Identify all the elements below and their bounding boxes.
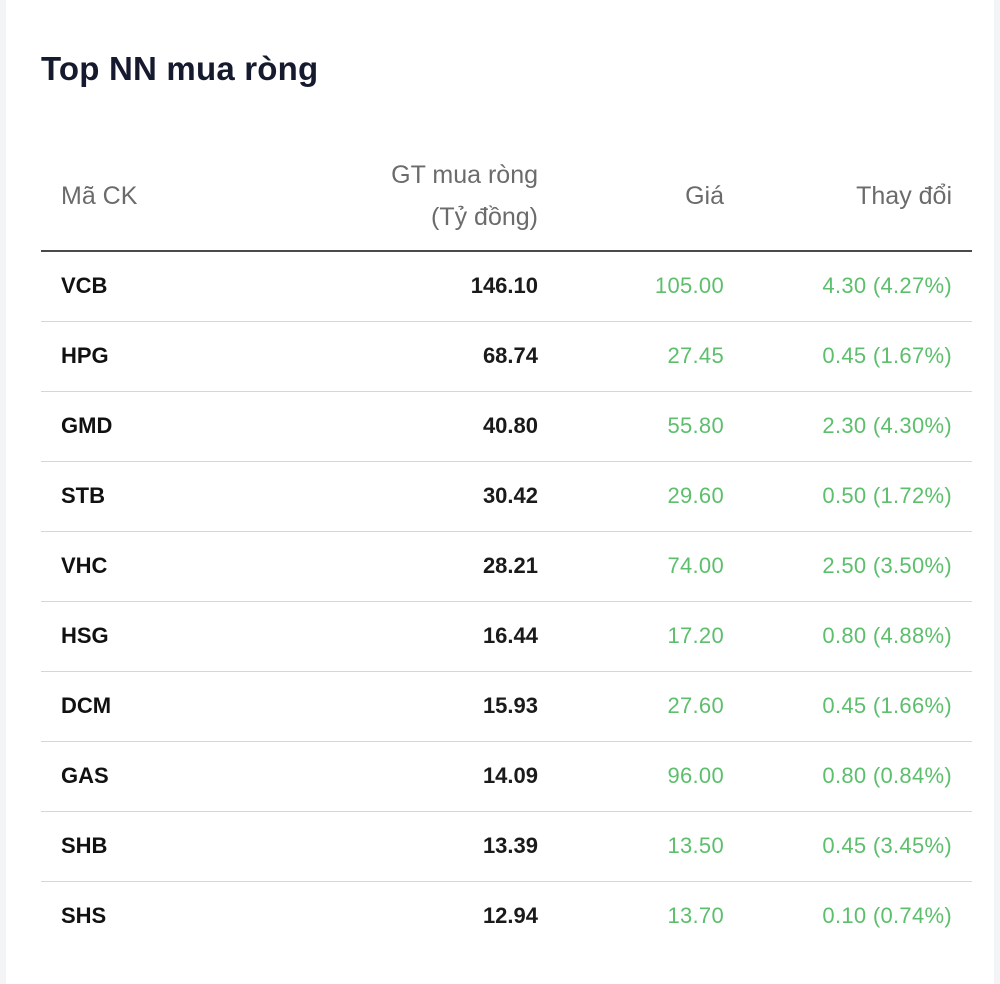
net-buy-value: 40.80 — [221, 391, 538, 462]
table-row[interactable]: STB 30.42 29.60 0.50 (1.72%) — [41, 461, 972, 532]
price-change: 0.80 (4.88%) — [724, 601, 972, 672]
table-row[interactable]: DCM 15.93 27.60 0.45 (1.66%) — [41, 671, 972, 742]
stock-code[interactable]: HSG — [41, 601, 221, 672]
stock-code[interactable]: SHB — [41, 811, 221, 882]
stock-code[interactable]: STB — [41, 461, 221, 532]
table-row[interactable]: SHS 12.94 13.70 0.10 (0.74%) — [41, 881, 972, 951]
stock-price: 96.00 — [538, 741, 724, 812]
stock-code[interactable]: VHC — [41, 531, 221, 602]
column-header-net-buy-value: GT mua ròng (Tỷ đồng) — [221, 142, 538, 252]
price-change: 0.80 (0.84%) — [724, 741, 972, 812]
price-change: 0.45 (1.67%) — [724, 321, 972, 392]
stock-price: 27.60 — [538, 671, 724, 742]
column-header-net-buy-value-line1: GT mua ròng — [391, 161, 538, 189]
net-buy-value: 14.09 — [221, 741, 538, 812]
net-buy-value: 12.94 — [482, 903, 538, 929]
net-buy-value: 28.21 — [221, 531, 538, 602]
net-buy-value: 146.10 — [221, 251, 538, 322]
stock-price: 13.50 — [538, 811, 724, 882]
table-row[interactable]: GMD 40.80 55.80 2.30 (4.30%) — [41, 391, 972, 462]
price-change: 4.30 (4.27%) — [724, 251, 972, 322]
stock-code[interactable]: GMD — [41, 391, 221, 462]
net-buy-value: 30.42 — [221, 461, 538, 532]
price-change: 2.50 (3.50%) — [724, 531, 972, 602]
table-row[interactable]: HSG 16.44 17.20 0.80 (4.88%) — [41, 601, 972, 672]
net-buy-table: Mã CK GT mua ròng (Tỷ đồng) Giá Thay đổi… — [41, 142, 972, 951]
top-foreign-net-buy-card: Top NN mua ròng Mã CK GT mua ròng (Tỷ đồ… — [6, 0, 994, 984]
price-change: 0.45 (3.45%) — [724, 811, 972, 882]
net-buy-value: 13.39 — [221, 811, 538, 882]
table-row[interactable]: VCB 146.10 105.00 4.30 (4.27%) — [41, 251, 972, 322]
table-row[interactable]: VHC 28.21 74.00 2.50 (3.50%) — [41, 531, 972, 602]
price-change: 0.45 (1.66%) — [724, 671, 972, 742]
stock-price: 74.00 — [538, 531, 724, 602]
table-row[interactable]: GAS 14.09 96.00 0.80 (0.84%) — [41, 741, 972, 812]
net-buy-value: 16.44 — [221, 601, 538, 672]
table-row[interactable]: HPG 68.74 27.45 0.45 (1.67%) — [41, 321, 972, 392]
price-change: 0.50 (1.72%) — [724, 461, 972, 532]
column-header-price: Giá — [538, 142, 724, 252]
stock-price: 55.80 — [538, 391, 724, 462]
stock-price: 27.45 — [538, 321, 724, 392]
net-buy-value: 68.74 — [221, 321, 538, 392]
stock-price: 17.20 — [538, 601, 724, 672]
stock-code[interactable]: DCM — [41, 671, 221, 742]
price-change: 2.30 (4.30%) — [724, 391, 972, 462]
table-row[interactable]: SHB 13.39 13.50 0.45 (3.45%) — [41, 811, 972, 882]
stock-price: 105.00 — [538, 251, 724, 322]
column-header-code: Mã CK — [41, 142, 221, 252]
price-change: 0.10 (0.74%) — [822, 903, 952, 929]
stock-price: 13.70 — [667, 903, 724, 929]
card-title: Top NN mua ròng — [41, 50, 319, 87]
column-header-net-buy-value-line2: (Tỷ đồng) — [431, 203, 538, 231]
table-header-row: Mã CK GT mua ròng (Tỷ đồng) Giá Thay đổi — [41, 142, 972, 252]
stock-code[interactable]: HPG — [41, 321, 221, 392]
stock-code[interactable]: VCB — [41, 251, 221, 322]
net-buy-value: 15.93 — [221, 671, 538, 742]
stock-code[interactable]: SHS — [61, 903, 107, 929]
stock-code[interactable]: GAS — [41, 741, 221, 812]
stock-price: 29.60 — [538, 461, 724, 532]
column-header-change: Thay đổi — [724, 142, 972, 252]
